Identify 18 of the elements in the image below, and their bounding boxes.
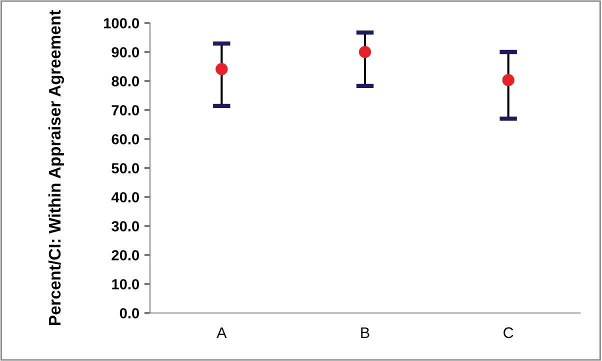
y-tick-label: 40.0 xyxy=(111,192,139,202)
y-tick-label: 30.0 xyxy=(112,221,139,232)
y-tick-label: 60.0 xyxy=(112,134,139,144)
point xyxy=(502,74,514,86)
x-tick-label: B xyxy=(361,327,370,338)
y-axis-title: Percent/CI: Within Appraiser Agreement xyxy=(48,10,64,326)
x-tick-label: A xyxy=(216,327,227,338)
x-tick-label: C xyxy=(504,327,514,338)
point xyxy=(358,46,372,58)
y-tick-label: 50.0 xyxy=(112,163,139,174)
y-tick-label: 90.0 xyxy=(112,47,139,58)
y-tick-label: 10.0 xyxy=(112,279,139,290)
y-tick-label: 70.0 xyxy=(112,105,139,116)
point xyxy=(216,63,228,76)
y-tick-label: 20.0 xyxy=(112,250,139,260)
y-tick-label: 80.0 xyxy=(112,76,139,86)
y-tick-label: 0.0 xyxy=(120,308,139,318)
y-tick-label: 100.0 xyxy=(104,18,139,28)
